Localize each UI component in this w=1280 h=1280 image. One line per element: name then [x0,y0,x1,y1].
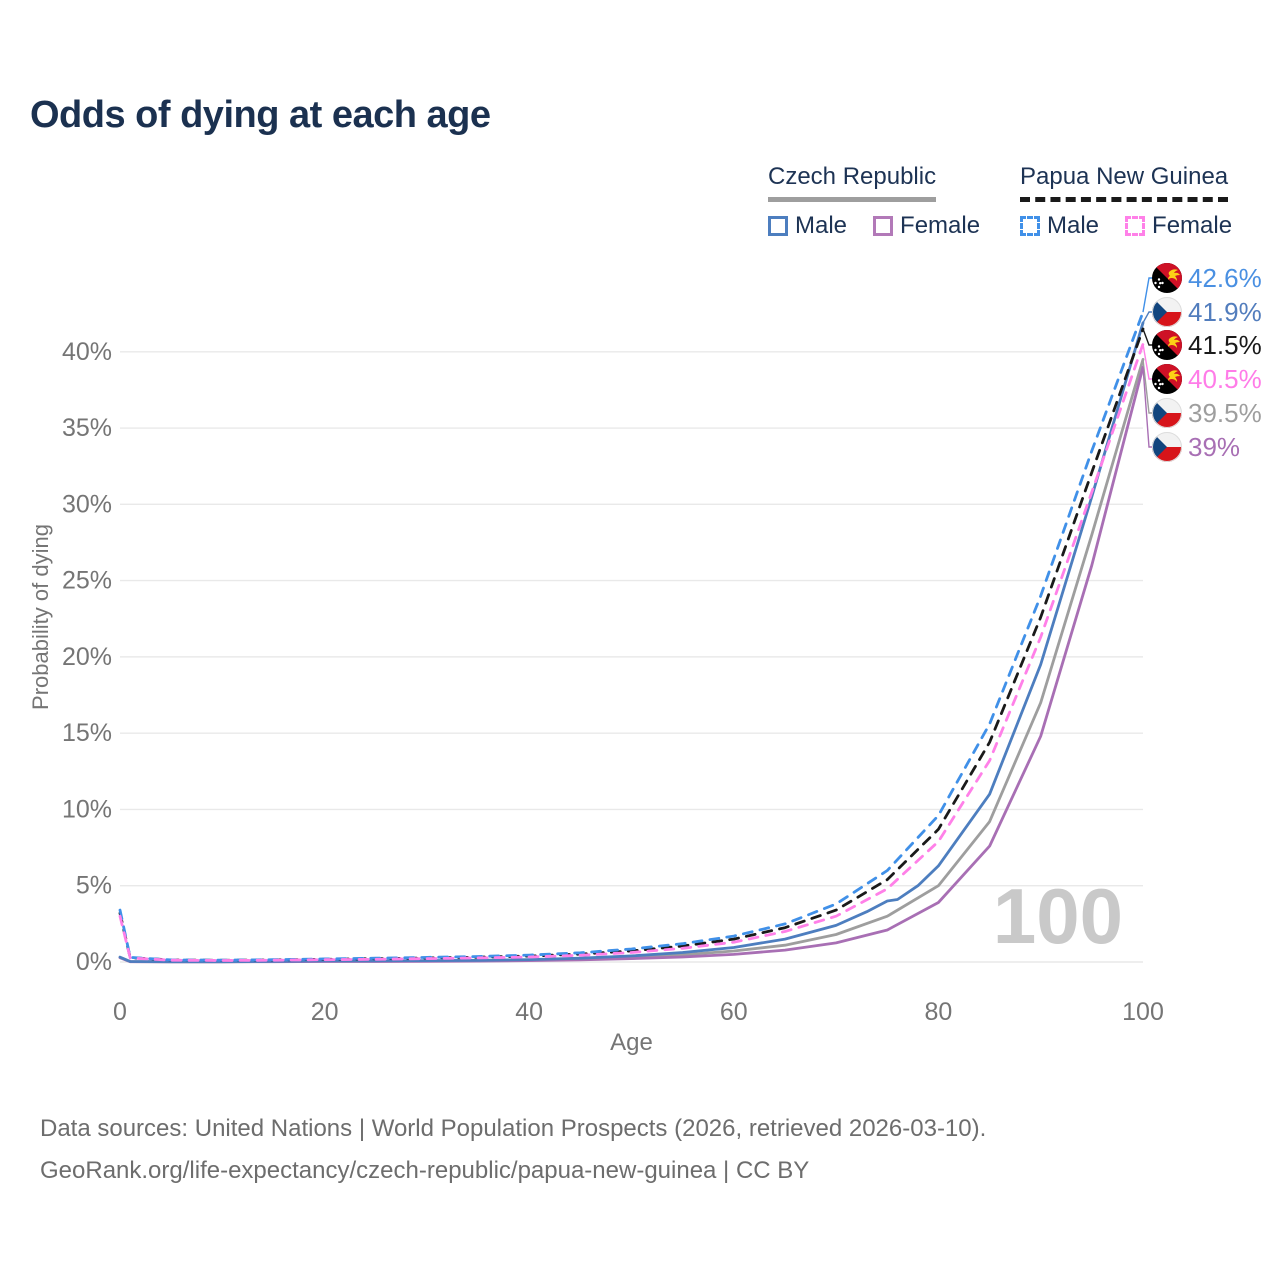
czech-flag-icon [1152,297,1182,327]
y-tick-label-15: 15% [62,719,112,747]
end-value-label-czech_total: 39.5% [1188,398,1262,428]
series-line-czech_male [118,321,1145,964]
png-male-swatch-icon [1020,216,1040,236]
y-tick-label-30: 30% [62,490,112,518]
png-flag-icon [1152,364,1182,394]
legend-header-papua-new-guinea: Papua New Guinea [1020,163,1229,202]
y-tick-label-20: 20% [62,643,112,671]
series-line-png_total [118,327,1145,962]
y-tick-label-35: 35% [62,414,112,442]
legend-item-czech-female[interactable]: Female [873,212,980,240]
legend-group-czech-republic: Czech Republic Male Female [768,163,980,240]
series-line-czech_female [118,365,1145,964]
legend-header-czech-republic: Czech Republic [768,163,937,202]
x-tick-label-40: 40 [515,998,543,1026]
png-flag-icon [1152,263,1182,293]
page-title: Odds of dying at each age [30,94,491,136]
end-value-label-czech_male: 41.9% [1188,297,1262,327]
x-tick-label-20: 20 [311,998,339,1026]
x-axis-title: Age [610,1029,653,1056]
legend-item-png-female[interactable]: Female [1125,212,1232,240]
x-tick-label-80: 80 [924,998,952,1026]
legend-label-png-female: Female [1152,212,1233,239]
legend-item-png-male[interactable]: Male [1020,212,1099,240]
czech-flag-icon [1152,432,1182,462]
hovered-age-watermark: 100 [993,872,1123,960]
y-tick-label-0: 0% [76,948,112,976]
legend-group-papua-new-guinea: Papua New Guinea Male Female [1020,163,1236,240]
czech-flag-icon [1152,398,1182,428]
legend-label-png-male: Male [1047,212,1100,239]
png-flag-icon [1152,330,1182,360]
czech-female-swatch-icon [873,216,894,236]
end-value-label-czech_female: 39% [1188,432,1240,462]
end-value-label-png_male: 42.6% [1188,263,1262,293]
series-line-png_male [118,310,1145,962]
footer-sources-line: Data sources: United Nations | World Pop… [40,1115,987,1142]
y-tick-label-40: 40% [62,338,112,366]
legend-item-czech-male[interactable]: Male [768,212,847,240]
series-line-czech_total [118,358,1145,964]
x-tick-label-0: 0 [113,998,127,1026]
end-value-label-png_female: 40.5% [1188,364,1262,394]
data-source-footer: Data sources: United Nations | World Pop… [40,1108,986,1192]
footer-georank-link[interactable]: GeoRank.org/life-expectancy/czech-republ… [40,1157,810,1184]
legend-label-czech-male: Male [795,212,848,239]
png-female-swatch-icon [1125,216,1146,236]
y-tick-label-25: 25% [62,567,112,595]
y-tick-label-5: 5% [76,872,112,900]
czech-male-swatch-icon [768,216,788,236]
series-line-png_female [118,342,1145,962]
y-axis-title: Probability of dying [28,524,53,710]
x-tick-label-60: 60 [720,998,748,1026]
end-leader-png_male [1142,277,1154,313]
end-value-label-png_total: 41.5% [1188,330,1262,360]
y-tick-label-10: 10% [62,795,112,823]
x-tick-label-100: 100 [1122,998,1164,1026]
legend-label-czech-female: Female [900,212,981,239]
